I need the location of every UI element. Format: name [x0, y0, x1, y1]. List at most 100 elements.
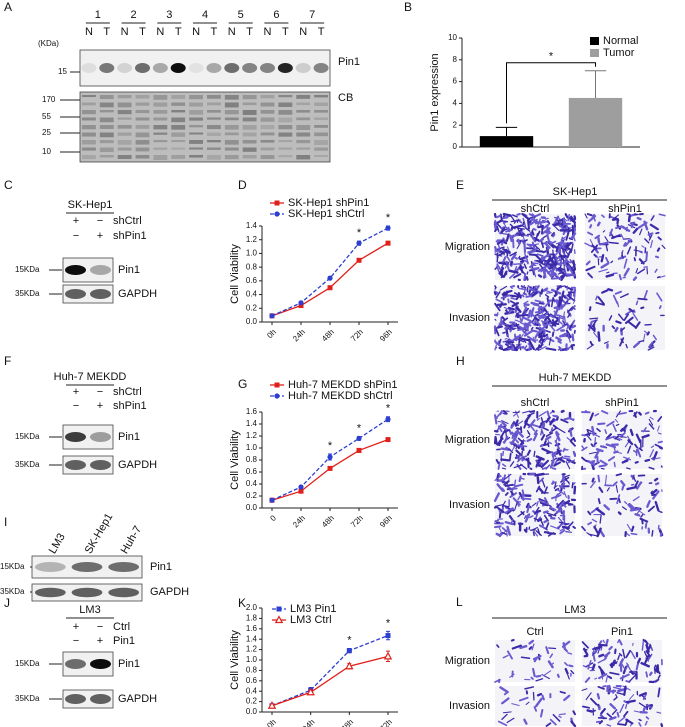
y-tick-label: 2: [453, 120, 458, 129]
cell: [634, 513, 641, 517]
cell: [609, 703, 617, 710]
cell: [605, 443, 617, 449]
cell: [563, 474, 570, 478]
cell: [620, 225, 631, 233]
x-tick-label: 24h: [291, 514, 307, 530]
column-label: shPin1: [605, 397, 639, 409]
annotation: *: [328, 440, 333, 452]
cell: [633, 309, 636, 313]
cell: [518, 696, 529, 702]
row-label: Invasion: [449, 700, 490, 712]
cell: [543, 670, 552, 677]
cell: [531, 241, 536, 251]
cell: [516, 444, 528, 448]
stain-band: [135, 110, 150, 114]
cell: [542, 301, 545, 305]
cell: [535, 485, 541, 493]
error-bar: [584, 70, 607, 98]
cell: [503, 306, 514, 312]
cell: [547, 532, 555, 537]
cell: [528, 515, 534, 519]
cell: [509, 260, 513, 266]
cell: [505, 260, 510, 271]
condition-name: shPin1: [113, 230, 147, 242]
cell: [535, 344, 542, 350]
marker-label: 25: [42, 128, 51, 137]
series-line: [271, 227, 389, 317]
point: [385, 225, 391, 231]
cell: [616, 711, 620, 718]
blot-band: [313, 63, 329, 73]
cell: [553, 300, 560, 303]
cell: [533, 530, 539, 537]
cell: [509, 273, 516, 279]
cell: [565, 329, 572, 339]
cell: [532, 227, 537, 231]
cell: [493, 220, 498, 229]
stain-band: [153, 140, 168, 143]
cell: [563, 490, 567, 498]
stain-band: [135, 132, 150, 138]
cell: [529, 419, 536, 427]
legend-marker: [274, 200, 280, 206]
cell: [566, 294, 575, 302]
cell: [643, 290, 648, 300]
stain-band: [296, 102, 311, 106]
legend-label: Huh-7 MEKDD shCtrl: [288, 390, 393, 402]
cell: [523, 263, 528, 270]
stain-band: [135, 147, 150, 152]
cell: [515, 343, 520, 350]
marker-label: 15KDa: [0, 562, 25, 571]
stain-band: [242, 102, 257, 106]
legend-label: LM3 Pin1: [290, 603, 336, 615]
cell: [540, 289, 544, 295]
cell: [623, 710, 629, 718]
cell: [559, 274, 564, 279]
legend-label: Huh-7 MEKDD shPin1: [288, 379, 397, 391]
cell: [598, 720, 604, 725]
marker-label: 15: [58, 67, 67, 76]
cell: [538, 302, 545, 305]
cell: [508, 486, 516, 491]
stain-band: [171, 147, 186, 150]
cell: [501, 421, 507, 427]
stain-band: [278, 110, 293, 115]
cell: [515, 439, 520, 444]
cell: [582, 705, 591, 709]
cell: [527, 218, 530, 230]
cell: [493, 212, 497, 218]
cell: [501, 697, 510, 705]
lane-number: 7: [309, 9, 315, 21]
x-tick-label: 0h: [265, 718, 278, 727]
cell: [521, 212, 531, 221]
stain-band: [296, 155, 311, 160]
cell: [523, 320, 533, 327]
cell: [623, 501, 628, 505]
cell: [524, 227, 531, 232]
cell: [528, 219, 532, 224]
cell: [514, 483, 524, 488]
cell: [502, 711, 512, 714]
legend-marker: [274, 211, 280, 217]
cell: [612, 294, 619, 305]
x-tick-label: 96h: [378, 514, 394, 530]
y-tick-label: 1.0: [246, 443, 258, 452]
cell: [618, 639, 623, 646]
cell: [559, 527, 566, 532]
cell: [561, 247, 566, 253]
y-axis-label: Cell Viability: [229, 630, 241, 690]
cell: [504, 337, 508, 340]
cell: [532, 216, 537, 225]
cell: [601, 214, 605, 218]
cell: [514, 319, 522, 323]
cell: [645, 716, 650, 720]
cell: [543, 289, 553, 294]
cell: [617, 716, 626, 724]
cell: [531, 291, 538, 297]
stain-band: [135, 102, 150, 106]
stain-band: [135, 125, 150, 129]
cell: [647, 346, 655, 351]
cell: [502, 290, 511, 296]
cell: [627, 320, 637, 328]
lane-number: 3: [166, 9, 172, 21]
